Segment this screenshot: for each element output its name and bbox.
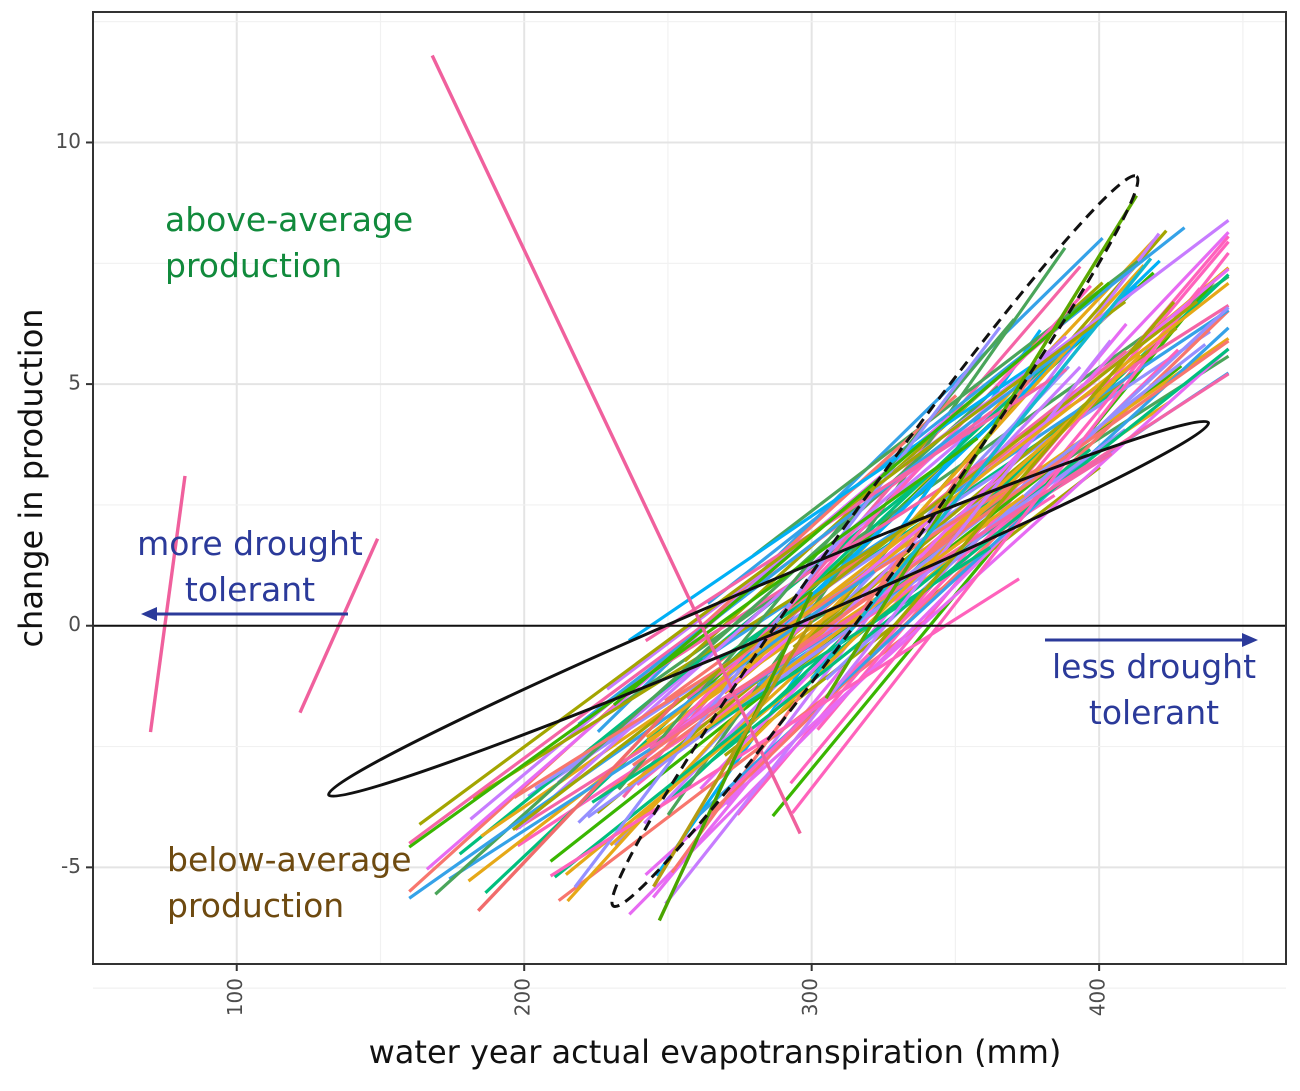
series-low-olive <box>652 620 814 888</box>
annotation-line: tolerant <box>185 570 315 609</box>
annotation-below-average: below-average production <box>167 840 412 925</box>
series-low-aet-pink-a <box>148 475 187 733</box>
y-tick-label: -5 <box>61 854 81 878</box>
site-slope-line <box>644 368 1068 643</box>
site-slope-line <box>645 281 1230 739</box>
site-slope-line <box>627 366 1031 642</box>
annotation-line: production <box>165 246 342 285</box>
plot-panel-border <box>92 11 1287 965</box>
site-slope-line <box>418 300 1127 826</box>
y-axis-title: change in production <box>12 308 50 647</box>
site-slope-line <box>622 265 1082 799</box>
y-tick-label: 5 <box>68 371 81 395</box>
site-slope-line <box>666 246 1067 816</box>
annotation-line: above-average <box>165 200 413 239</box>
x-tick-label: 200 <box>511 978 535 1016</box>
site-slope-line <box>706 226 1186 605</box>
annotation-more-drought-tolerant: more drought tolerant <box>137 524 363 609</box>
plot-background <box>93 12 1286 964</box>
site-slope-line <box>577 344 1071 726</box>
site-slope-line <box>573 326 1002 889</box>
annotation-line: below-average <box>167 840 412 879</box>
site-slope-line <box>699 231 1230 791</box>
site-slope-line <box>619 275 1230 707</box>
annotation-line: less drought <box>1052 647 1256 686</box>
solid-ellipse <box>327 419 1210 798</box>
axis-ticks: 100 200 300 400 -5 0 5 10 <box>56 129 1110 1016</box>
site-slope-line <box>627 494 1025 788</box>
site-slope-line <box>791 251 1230 814</box>
slope-lines-bundle <box>408 219 1230 916</box>
site-slope-line <box>612 281 1111 707</box>
x-tick-label: 400 <box>1086 978 1110 1016</box>
site-slope-line <box>549 577 1020 878</box>
series-low-green <box>657 591 814 922</box>
site-slope-line <box>408 436 979 849</box>
annotation-line: more drought <box>137 524 363 563</box>
x-tick-label: 100 <box>223 978 247 1016</box>
site-slope-line <box>408 410 993 845</box>
annotation-line: production <box>167 886 344 925</box>
y-tick-label: 0 <box>68 612 81 636</box>
series-low-red <box>476 697 681 913</box>
site-slope-line <box>511 300 1199 832</box>
annotation-less-drought-tolerant: less drought tolerant <box>1052 647 1256 732</box>
y-tick-label: 10 <box>56 129 81 153</box>
x-tick-label: 300 <box>798 978 822 1016</box>
arrowhead-right-icon <box>1242 633 1258 647</box>
annotation-above-average: above-average production <box>165 200 413 285</box>
series-steep-pink-outlier <box>430 54 802 835</box>
x-axis-title: water year actual evapotranspiration (mm… <box>369 1033 1062 1071</box>
arrowhead-left-icon <box>141 607 157 621</box>
site-slope-line <box>752 260 1139 557</box>
annotation-line: tolerant <box>1089 693 1219 732</box>
site-slope-line <box>710 347 1230 763</box>
